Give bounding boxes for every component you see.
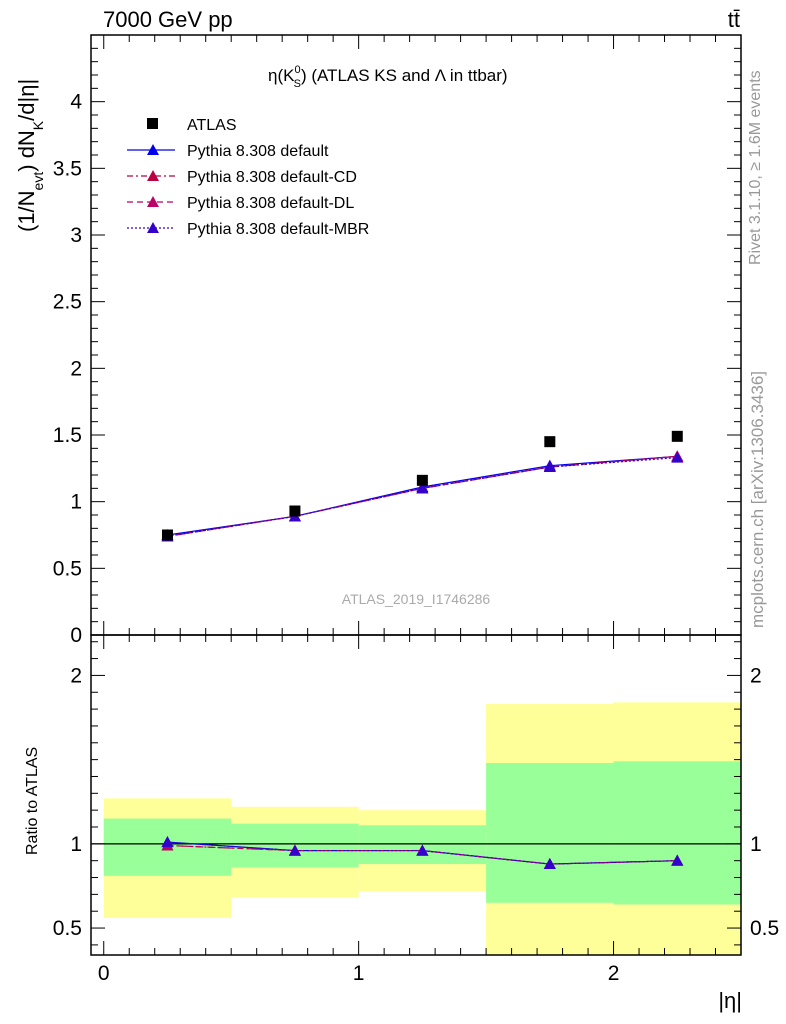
stat-uncertainty-band — [613, 761, 741, 905]
series-line-2 — [167, 455, 678, 537]
atlas-data-point — [544, 436, 556, 448]
header-energy-label: 7000 GeV pp — [103, 7, 233, 32]
legend-marker-default-mbr — [147, 222, 159, 233]
ratio-y-tick-label-right: 2 — [750, 664, 762, 687]
title-rest-part: ) (ATLAS KS and Λ in ttbar) — [301, 66, 508, 85]
legend: ATLAS Pythia 8.308 default Pythia 8.308 … — [127, 117, 369, 238]
title-subscript: S — [294, 78, 301, 90]
ratio-marker-3 — [161, 836, 174, 848]
header-process-label: tt̄ — [728, 7, 740, 32]
legend-label-default-cd: Pythia 8.308 default-CD — [187, 169, 357, 186]
main-y-grid-ticks: 0 0.5 1 1.5 2 2.5 3 3.5 4 — [53, 35, 742, 647]
y-tick-label: 3 — [70, 224, 82, 247]
atlas-data-point — [671, 430, 683, 442]
legend-marker-default-cd — [147, 170, 159, 181]
series-line-3 — [167, 457, 678, 537]
ratio-marker-3 — [288, 844, 301, 856]
ylabel-part-c: /d|η| — [14, 79, 39, 121]
y-tick-label: 0 — [70, 624, 82, 647]
series-line-0 — [167, 455, 678, 536]
y-tick-label: 2 — [70, 357, 82, 380]
ratio-y-axis-label: Ratio to ATLAS — [24, 747, 41, 855]
stat-uncertainty-band — [486, 763, 614, 903]
rivet-version-label: Rivet 3.1.10, ≥ 1.6M events — [747, 70, 764, 265]
ratio-marker-3 — [543, 858, 556, 870]
legend-label-default: Pythia 8.308 default — [187, 143, 329, 160]
analysis-watermark: ATLAS_2019_I1746286 — [342, 591, 491, 607]
ratio-y-tick-label-left: 1 — [70, 833, 82, 856]
x-axis-label: |η| — [718, 988, 742, 1013]
atlas-data-point — [416, 474, 428, 486]
ratio-series-lines — [161, 836, 684, 870]
main-series-lines — [161, 450, 684, 542]
main-panel: ATLAS_2019_I1746286 0 0.5 1 1.5 2 2.5 3 3.5 4 η(… — [14, 34, 742, 647]
legend-marker-atlas — [147, 118, 158, 129]
ratio-marker-3 — [671, 854, 684, 866]
main-chart-title: η(K0 S) (ATLAS KS and Λ in ttbar) — [268, 64, 508, 90]
y-tick-label: 3.5 — [53, 157, 82, 180]
series-marker-3 — [671, 451, 684, 463]
ylabel-sub-k: K — [30, 120, 46, 130]
ratio-y-tick-label-left: 2 — [70, 664, 82, 687]
ratio-y-tick-label-left: 0.5 — [53, 917, 82, 940]
legend-label-default-mbr: Pythia 8.308 default-MBR — [187, 221, 369, 238]
x-tick-label: 1 — [353, 962, 365, 985]
series-line-1 — [167, 455, 678, 537]
series-marker-3 — [543, 461, 556, 472]
ratio-y-tick-label-right: 0.5 — [750, 917, 779, 940]
legend-label-default-dl: Pythia 8.308 default-DL — [187, 195, 354, 212]
title-superscript: 0 — [294, 64, 300, 76]
mcplots-label: mcplots.cern.ch [arXiv:1306.3436] — [748, 371, 767, 628]
series-marker-3 — [416, 482, 429, 494]
ratio-ticks: 0.5 0.5 1 1 2 2 0 1 2 — [53, 635, 779, 985]
legend-label-atlas: ATLAS — [187, 117, 237, 134]
atlas-data-point — [161, 529, 173, 541]
ratio-uncertainty-bands — [103, 702, 741, 955]
ratio-y-tick-label-right: 1 — [750, 833, 762, 856]
y-tick-label: 1.5 — [53, 424, 82, 447]
ratio-line-3 — [167, 841, 678, 865]
ylabel-part-a: (1/N — [14, 190, 39, 232]
main-data-points — [161, 430, 683, 541]
ylabel-sub-evt: evt — [30, 172, 46, 191]
x-tick-label: 0 — [98, 962, 110, 985]
y-tick-label: 4 — [70, 91, 82, 114]
ratio-panel: 0.5 0.5 1 1 2 2 0 1 2 Ratio to ATLAS |η| — [24, 634, 779, 1013]
ratio-marker-3 — [416, 844, 429, 856]
x-tick-label: 2 — [608, 962, 620, 985]
main-y-axis-label: (1/Nevt) dNK/d|η| — [14, 79, 46, 232]
y-tick-label: 2.5 — [53, 291, 82, 314]
legend-marker-default-dl — [147, 196, 159, 207]
legend-marker-default — [147, 144, 159, 155]
ratio-plot-frame — [90, 634, 742, 956]
ylabel-part-b: ) dN — [14, 130, 39, 172]
title-eta-part: η(K — [268, 66, 295, 85]
y-tick-label: 0.5 — [53, 557, 82, 580]
atlas-data-point — [289, 505, 301, 517]
y-tick-label: 1 — [70, 491, 82, 514]
